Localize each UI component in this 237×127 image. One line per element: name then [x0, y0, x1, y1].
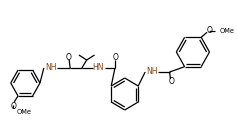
Text: OMe: OMe — [17, 109, 32, 115]
Text: NH: NH — [146, 67, 158, 76]
Text: O: O — [10, 102, 16, 112]
Text: O: O — [207, 26, 213, 35]
Text: O: O — [169, 77, 174, 86]
Text: O: O — [113, 52, 119, 61]
Text: O: O — [65, 52, 71, 61]
Text: NH: NH — [45, 64, 56, 73]
Text: OMe: OMe — [220, 28, 235, 34]
Text: HN: HN — [93, 64, 104, 73]
